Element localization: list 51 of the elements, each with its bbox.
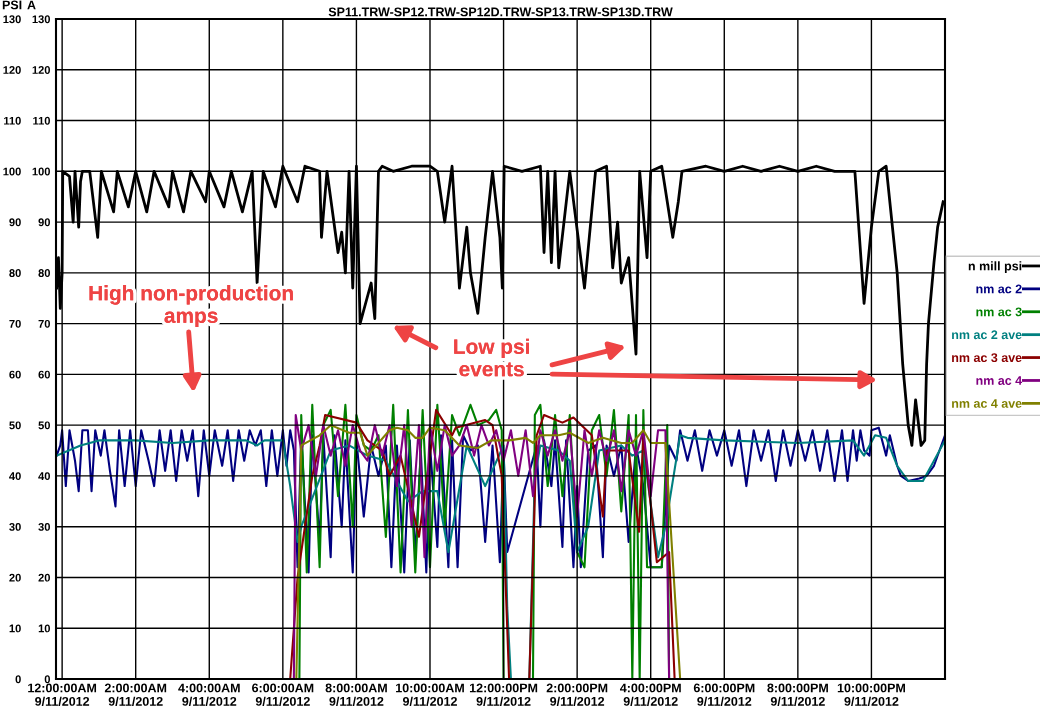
y-tick-label: 40 bbox=[9, 472, 21, 481]
y2-tick-label: 90 bbox=[38, 218, 50, 227]
y2-tick-label: 120 bbox=[32, 66, 50, 74]
y-tick-label: 130 bbox=[3, 15, 21, 24]
legend-label: n mill psi bbox=[968, 261, 1022, 273]
y-tick-label: 80 bbox=[9, 269, 21, 277]
y2-tick-label: 110 bbox=[33, 116, 50, 125]
y2-axis-title: A bbox=[27, 0, 36, 10]
chart-title: SP11.TRW-SP12.TRW-SP12D.TRW-SP13.TRW-SP13D.TRW bbox=[328, 7, 673, 17]
y-tick-label: 110 bbox=[4, 116, 21, 125]
y2-tick-label: 0 bbox=[44, 675, 50, 684]
x-tick-label: 6:00:00AM 9/11/2012 bbox=[252, 683, 314, 706]
x-tick-label: 12:00:00PM 9/11/2012 bbox=[469, 683, 538, 706]
y-tick-label: 30 bbox=[9, 522, 21, 531]
y-tick-label: 70 bbox=[9, 319, 21, 328]
legend-label: nm ac 3 bbox=[976, 307, 1022, 317]
y2-tick-label: 60 bbox=[38, 370, 50, 379]
line-series bbox=[56, 426, 945, 574]
x-tick-label: 10:00:00PM 9/11/2012 bbox=[837, 683, 905, 706]
y-tick-label: 20 bbox=[9, 573, 21, 582]
y2-tick-label: 40 bbox=[38, 472, 50, 481]
x-tick-label: 8:00:00PM 9/11/2012 bbox=[767, 683, 828, 706]
y-tick-label: 100 bbox=[3, 167, 21, 176]
x-tick-label: 8:00:00AM 9/11/2012 bbox=[325, 683, 387, 706]
legend-label: nm ac 4 bbox=[976, 376, 1023, 385]
y2-tick-label: 100 bbox=[32, 167, 50, 176]
y-tick-label: 0 bbox=[15, 675, 21, 684]
x-tick-label: 4:00:00PM 9/11/2012 bbox=[619, 683, 681, 706]
legend-label: nm ac 4 ave bbox=[952, 399, 1022, 408]
y-tick-label: 60 bbox=[9, 370, 21, 379]
y2-tick-label: 70 bbox=[38, 319, 50, 328]
y2-tick-label: 30 bbox=[38, 522, 50, 531]
legend-label: nm ac 3 ave bbox=[952, 353, 1022, 363]
y2-tick-label: 80 bbox=[38, 269, 50, 277]
y-tick-label: 90 bbox=[9, 218, 21, 227]
y-tick-label: 50 bbox=[9, 421, 21, 430]
x-tick-label: 2:00:00PM 9/11/2012 bbox=[546, 683, 608, 706]
x-tick-label: 4:00:00AM 9/11/2012 bbox=[178, 683, 240, 706]
y-axis-title: PSI bbox=[2, 0, 22, 10]
y2-tick-label: 10 bbox=[38, 624, 50, 633]
y2-tick-label: 50 bbox=[38, 421, 50, 430]
y-tick-label: 120 bbox=[3, 66, 21, 74]
x-tick-label: 12:00:00AM 9/11/2012 bbox=[28, 683, 97, 706]
legend-label: nm ac 2 bbox=[976, 284, 1022, 294]
x-tick-label: 2:00:00AM 9/11/2012 bbox=[104, 683, 167, 706]
legend-label: nm ac 2 ave bbox=[952, 330, 1022, 340]
y-tick-label: 10 bbox=[9, 624, 21, 633]
x-tick-label: 10:00:00AM 9/11/2012 bbox=[396, 683, 464, 706]
x-tick-label: 6:00:00PM 9/11/2012 bbox=[693, 683, 755, 706]
y2-tick-label: 20 bbox=[38, 573, 50, 582]
y2-tick-label: 130 bbox=[32, 15, 50, 24]
